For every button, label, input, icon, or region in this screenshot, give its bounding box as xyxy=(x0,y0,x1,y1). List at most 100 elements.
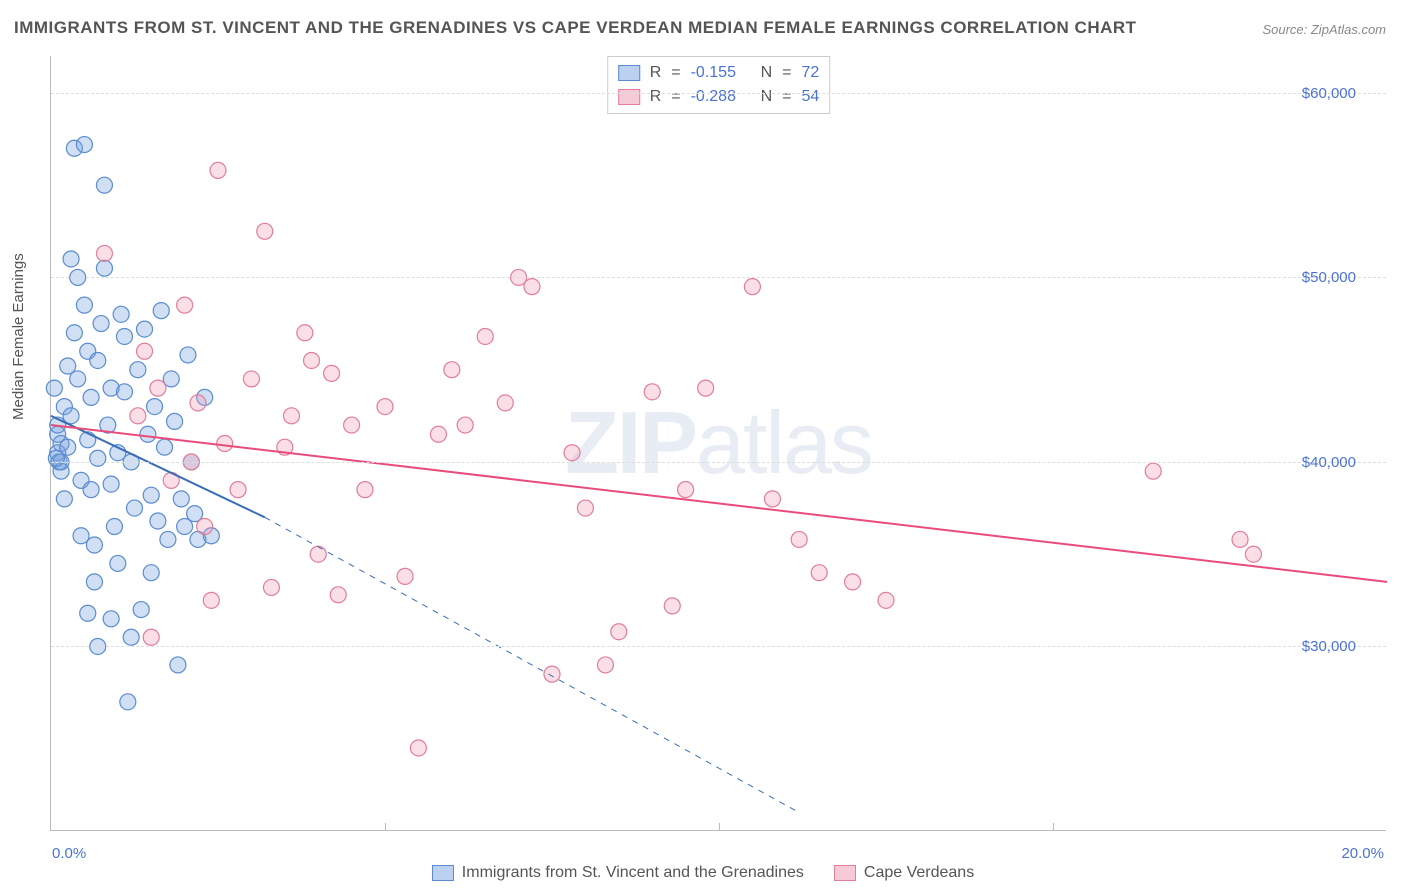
scatter-point xyxy=(167,413,183,429)
scatter-point xyxy=(56,491,72,507)
x-tick xyxy=(385,823,386,831)
scatter-point xyxy=(197,519,213,535)
r-value: -0.155 xyxy=(691,64,751,82)
scatter-point xyxy=(678,482,694,498)
scatter-point xyxy=(304,352,320,368)
stats-legend-box: R=-0.155N=72R=-0.288N=54 xyxy=(607,56,831,114)
scatter-point xyxy=(744,279,760,295)
scatter-point xyxy=(120,694,136,710)
scatter-point xyxy=(664,598,680,614)
scatter-point xyxy=(153,303,169,319)
scatter-point xyxy=(140,426,156,442)
gridline xyxy=(51,646,1386,647)
scatter-point xyxy=(96,245,112,261)
scatter-point xyxy=(1232,531,1248,547)
scatter-point xyxy=(330,587,346,603)
trend-line xyxy=(51,416,265,517)
scatter-point xyxy=(180,347,196,363)
plot-svg xyxy=(51,56,1386,830)
trend-line xyxy=(51,425,1387,582)
y-axis-label: Median Female Earnings xyxy=(10,253,27,420)
scatter-point xyxy=(210,162,226,178)
eq: = xyxy=(782,88,791,106)
scatter-point xyxy=(190,395,206,411)
x-tick xyxy=(1053,823,1054,831)
scatter-point xyxy=(457,417,473,433)
scatter-point xyxy=(564,445,580,461)
scatter-point xyxy=(83,389,99,405)
scatter-point xyxy=(150,380,166,396)
scatter-point xyxy=(217,436,233,452)
gridline xyxy=(51,462,1386,463)
scatter-point xyxy=(147,399,163,415)
scatter-point xyxy=(137,343,153,359)
scatter-point xyxy=(157,439,173,455)
y-tick-label: $40,000 xyxy=(1302,454,1356,471)
scatter-point xyxy=(80,605,96,621)
scatter-point xyxy=(845,574,861,590)
legend-item: Immigrants from St. Vincent and the Gren… xyxy=(432,864,804,882)
scatter-point xyxy=(86,537,102,553)
scatter-point xyxy=(243,371,259,387)
y-tick-label: $50,000 xyxy=(1302,269,1356,286)
scatter-point xyxy=(1245,546,1261,562)
legend-swatch xyxy=(618,89,640,105)
scatter-point xyxy=(63,251,79,267)
n-label: N xyxy=(761,64,773,82)
scatter-point xyxy=(430,426,446,442)
scatter-point xyxy=(444,362,460,378)
scatter-point xyxy=(143,629,159,645)
scatter-point xyxy=(878,592,894,608)
r-value: -0.288 xyxy=(691,88,751,106)
n-value: 54 xyxy=(802,88,820,106)
scatter-point xyxy=(76,137,92,153)
plot-area: ZIPatlas R=-0.155N=72R=-0.288N=54 $30,00… xyxy=(50,56,1386,831)
scatter-point xyxy=(297,325,313,341)
eq: = xyxy=(782,64,791,82)
legend-label: Immigrants from St. Vincent and the Gren… xyxy=(462,864,804,882)
scatter-point xyxy=(611,624,627,640)
scatter-point xyxy=(170,657,186,673)
scatter-point xyxy=(116,328,132,344)
scatter-point xyxy=(143,565,159,581)
scatter-point xyxy=(310,546,326,562)
scatter-point xyxy=(48,450,64,466)
scatter-point xyxy=(63,408,79,424)
scatter-point xyxy=(597,657,613,673)
scatter-point xyxy=(90,450,106,466)
scatter-point xyxy=(397,568,413,584)
scatter-point xyxy=(130,362,146,378)
scatter-point xyxy=(177,297,193,313)
scatter-point xyxy=(203,592,219,608)
scatter-point xyxy=(113,306,129,322)
x-start-label: 0.0% xyxy=(52,845,86,862)
n-label: N xyxy=(761,88,773,106)
scatter-point xyxy=(477,328,493,344)
scatter-point xyxy=(70,371,86,387)
scatter-point xyxy=(257,223,273,239)
scatter-point xyxy=(1145,463,1161,479)
scatter-point xyxy=(137,321,153,337)
chart-title: IMMIGRANTS FROM ST. VINCENT AND THE GREN… xyxy=(14,18,1137,38)
legend-swatch xyxy=(432,865,454,881)
scatter-point xyxy=(263,579,279,595)
scatter-point xyxy=(66,325,82,341)
scatter-point xyxy=(698,380,714,396)
scatter-point xyxy=(127,500,143,516)
scatter-point xyxy=(497,395,513,411)
gridline xyxy=(51,93,1386,94)
scatter-point xyxy=(103,611,119,627)
scatter-point xyxy=(123,629,139,645)
scatter-point xyxy=(46,380,62,396)
scatter-point xyxy=(133,602,149,618)
x-tick xyxy=(719,823,720,831)
scatter-point xyxy=(324,365,340,381)
scatter-point xyxy=(86,574,102,590)
eq: = xyxy=(671,64,680,82)
legend-item: Cape Verdeans xyxy=(834,864,974,882)
scatter-point xyxy=(230,482,246,498)
scatter-point xyxy=(96,177,112,193)
x-end-label: 20.0% xyxy=(1341,845,1384,862)
scatter-point xyxy=(83,482,99,498)
scatter-point xyxy=(76,297,92,313)
